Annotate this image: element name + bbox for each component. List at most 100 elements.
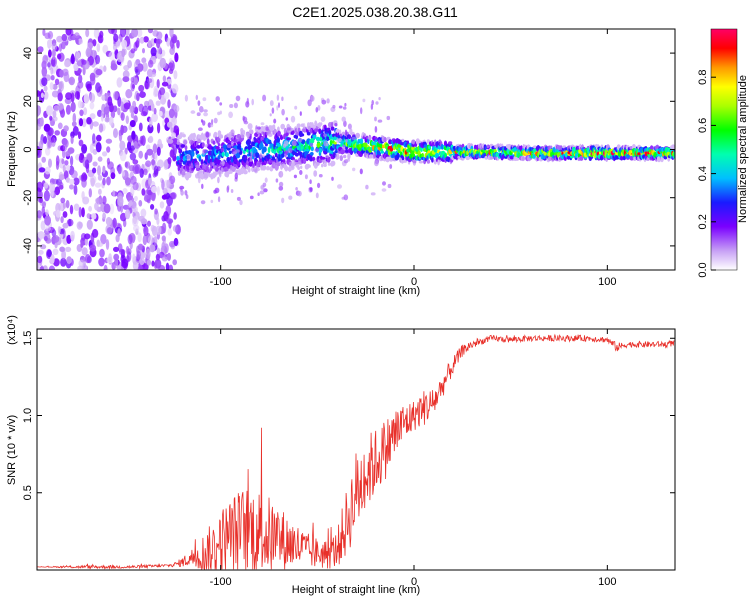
heatmap-cell [151, 190, 156, 202]
heatmap-cell [330, 121, 334, 128]
heatmap-cell [84, 254, 91, 264]
heatmap-cell [157, 46, 162, 55]
heatmap-cell [69, 184, 74, 190]
heatmap-cell [260, 136, 263, 142]
heatmap-cell [266, 166, 270, 171]
heatmap-cell [321, 99, 327, 105]
heatmap-cell [228, 136, 232, 140]
colorbar-ticks: 0.0 0.2 0.4 0.6 0.8 [697, 70, 716, 278]
heatmap-cell [133, 206, 138, 214]
heatmap-cell [217, 196, 221, 203]
heatmap-cell [86, 83, 92, 92]
heatmap-cell [177, 165, 181, 172]
heatmap-cell [197, 100, 201, 106]
heatmap-cell [156, 247, 160, 255]
heatmap-cell [290, 115, 296, 123]
heatmap-cell [44, 166, 51, 175]
heatmap-cell [130, 81, 135, 92]
heatmap-cell [86, 219, 93, 230]
heatmap-cell [649, 145, 654, 151]
heatmap-cell [153, 236, 158, 247]
heatmap-cell [161, 235, 166, 242]
heatmap-cell [374, 116, 377, 122]
heatmap-cell [57, 53, 62, 60]
heatmap-cell [206, 138, 210, 145]
heatmap-cell [157, 122, 161, 134]
heatmap-cell [55, 209, 61, 218]
heatmap-cell [386, 115, 391, 121]
heatmap-cell [49, 115, 53, 121]
heatmap-cell [209, 161, 213, 168]
heatmap-cell [308, 164, 311, 168]
heatmap-cell [66, 256, 72, 264]
heatmap-cell [129, 105, 134, 114]
heatmap-cell [88, 188, 93, 198]
heatmap-cell [37, 105, 42, 116]
heatmap-cell [98, 123, 104, 133]
heatmap-cell [274, 163, 280, 171]
heatmap-cell [421, 153, 424, 158]
heatmap-cell [138, 150, 143, 159]
heatmap-cell [437, 159, 440, 166]
heatmap-cell [161, 241, 166, 251]
heatmap-cell [276, 130, 281, 137]
spectrogram-y-tick-label: -40 [22, 238, 34, 254]
heatmap-cell [342, 144, 346, 151]
heatmap-cell [428, 145, 431, 150]
heatmap-cell [320, 116, 326, 122]
heatmap-cell [215, 171, 219, 176]
heatmap-cell [287, 147, 293, 154]
heatmap-cell [92, 167, 97, 174]
heatmap-cell [63, 125, 69, 132]
heatmap-cell [205, 131, 210, 138]
heatmap-cell [316, 142, 321, 148]
heatmap-cell [201, 142, 205, 148]
heatmap-cell [47, 140, 52, 149]
heatmap-cell [220, 161, 226, 165]
heatmap-cell [253, 166, 258, 173]
heatmap-cell [344, 102, 347, 107]
heatmap-cell [198, 170, 203, 174]
heatmap-cell [262, 182, 267, 187]
heatmap-cell [289, 127, 294, 132]
heatmap-cell [232, 151, 237, 155]
heatmap-cell [140, 208, 147, 218]
heatmap-cell [223, 166, 227, 172]
heatmap-cell [213, 117, 218, 124]
heatmap-cell [77, 38, 83, 45]
colorbar-tick-label: 0.0 [697, 262, 709, 277]
heatmap-cell [300, 165, 303, 169]
heatmap-cell [62, 68, 69, 77]
heatmap-cell [131, 29, 139, 38]
heatmap-cell [431, 157, 434, 163]
heatmap-cell [148, 135, 154, 143]
heatmap-cell [521, 156, 525, 161]
heatmap-cell [173, 237, 179, 247]
heatmap-cell [112, 105, 118, 113]
heatmap-cell [50, 186, 54, 198]
heatmap-cell [78, 259, 85, 268]
heatmap-cell [330, 126, 335, 131]
heatmap-cell [52, 235, 60, 243]
heatmap-cell [41, 66, 48, 78]
heatmap-cell [50, 75, 55, 81]
heatmap-cell [152, 143, 158, 154]
heatmap-cell [89, 72, 96, 82]
heatmap-cell [198, 138, 202, 143]
spectrogram-x-tick-label: 100 [598, 276, 616, 288]
heatmap-cell [125, 245, 130, 255]
heatmap-cell [363, 133, 366, 138]
heatmap-cell [262, 154, 265, 158]
heatmap-cell [246, 97, 249, 105]
heatmap-cell [147, 124, 154, 134]
heatmap-cell [127, 60, 132, 69]
heatmap-cell [382, 181, 386, 186]
heatmap-cell [100, 111, 104, 122]
heatmap-cell [180, 189, 184, 196]
heatmap-cell [327, 162, 332, 166]
heatmap-cell [109, 203, 115, 215]
heatmap-cell [153, 165, 159, 175]
heatmap-cell [359, 168, 363, 175]
heatmap-cell [401, 138, 405, 143]
heatmap-cell [286, 127, 291, 131]
